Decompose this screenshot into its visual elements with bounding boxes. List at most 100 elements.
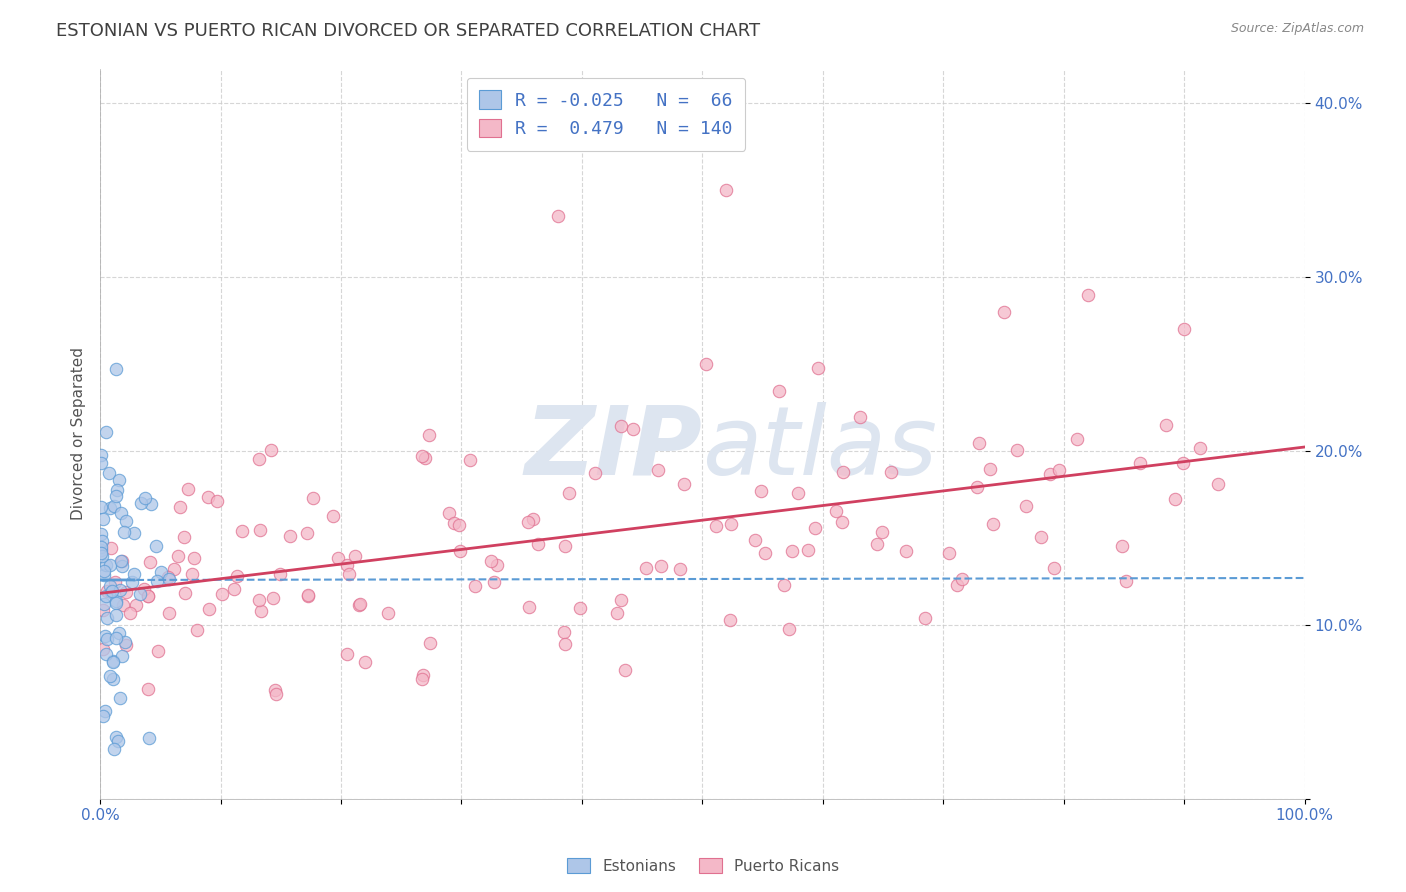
Point <box>105 731 128 745</box>
Point <box>569 601 592 615</box>
Point <box>94 425 117 439</box>
Text: ESTONIAN VS PUERTO RICAN DIVORCED OR SEPARATED CORRELATION CHART: ESTONIAN VS PUERTO RICAN DIVORCED OR SEP… <box>56 22 761 40</box>
Point <box>150 566 173 580</box>
Point <box>183 550 205 565</box>
Point <box>105 483 128 498</box>
Point <box>111 554 134 568</box>
Point <box>90 546 112 560</box>
Point <box>108 690 131 705</box>
Point <box>413 451 436 466</box>
Point <box>1111 539 1133 553</box>
Point <box>125 598 148 612</box>
Point <box>111 559 134 574</box>
Point <box>786 486 808 500</box>
Point <box>458 452 481 467</box>
Point <box>1115 574 1137 589</box>
Point <box>527 537 550 551</box>
Point <box>1188 441 1211 455</box>
Point <box>100 585 122 599</box>
Point <box>1173 322 1195 336</box>
Point <box>139 497 162 511</box>
Point <box>419 636 441 650</box>
Point <box>146 574 169 589</box>
Point <box>896 544 918 558</box>
Point <box>447 517 470 532</box>
Point <box>97 466 120 480</box>
Point <box>1171 456 1194 470</box>
Point <box>211 587 233 601</box>
Point <box>262 591 284 606</box>
Point <box>1129 456 1152 470</box>
Point <box>1042 561 1064 575</box>
Point <box>979 462 1001 476</box>
Point <box>302 491 325 505</box>
Point <box>247 593 270 607</box>
Point <box>1015 499 1038 513</box>
Point <box>266 688 288 702</box>
Text: ZIP: ZIP <box>524 401 703 495</box>
Text: Source: ZipAtlas.com: Source: ZipAtlas.com <box>1230 22 1364 36</box>
Point <box>157 573 180 587</box>
Point <box>337 566 360 581</box>
Point <box>112 598 135 612</box>
Point <box>249 523 271 537</box>
Point <box>90 549 112 564</box>
Point <box>553 625 575 640</box>
Point <box>129 496 152 510</box>
Point <box>224 582 246 596</box>
Point <box>118 606 141 620</box>
Point <box>831 465 853 479</box>
Point <box>583 467 606 481</box>
Point <box>614 663 637 677</box>
Point <box>100 500 122 515</box>
Point <box>93 564 115 578</box>
Point <box>91 642 114 657</box>
Point <box>517 515 540 529</box>
Point <box>174 586 197 600</box>
Point <box>967 436 990 450</box>
Point <box>938 546 960 560</box>
Point <box>720 516 742 531</box>
Point <box>831 515 853 529</box>
Point <box>105 631 128 645</box>
Point <box>547 209 569 223</box>
Point <box>768 384 790 399</box>
Point <box>103 742 125 756</box>
Point <box>773 577 796 591</box>
Point <box>347 599 370 613</box>
Point <box>91 534 114 549</box>
Point <box>825 503 848 517</box>
Point <box>93 597 115 611</box>
Point <box>1031 530 1053 544</box>
Point <box>479 554 502 568</box>
Point <box>157 606 180 620</box>
Point <box>1164 491 1187 506</box>
Point <box>231 524 253 539</box>
Point <box>93 567 115 582</box>
Point <box>945 577 967 591</box>
Point <box>1066 432 1088 446</box>
Point <box>517 599 540 614</box>
Point <box>91 603 114 617</box>
Point <box>718 613 741 627</box>
Point <box>297 588 319 602</box>
Point <box>981 516 1004 531</box>
Point <box>96 632 118 646</box>
Point <box>336 647 359 661</box>
Point <box>90 542 112 557</box>
Point <box>197 602 219 616</box>
Point <box>554 637 576 651</box>
Point <box>263 683 285 698</box>
Point <box>295 525 318 540</box>
Point <box>104 608 127 623</box>
Point <box>914 611 936 625</box>
Point <box>173 530 195 544</box>
Point <box>136 590 159 604</box>
Point <box>146 644 169 658</box>
Point <box>647 463 669 477</box>
Point <box>98 558 121 572</box>
Point <box>349 597 371 611</box>
Point <box>880 466 903 480</box>
Point <box>90 500 112 515</box>
Point <box>484 574 506 589</box>
